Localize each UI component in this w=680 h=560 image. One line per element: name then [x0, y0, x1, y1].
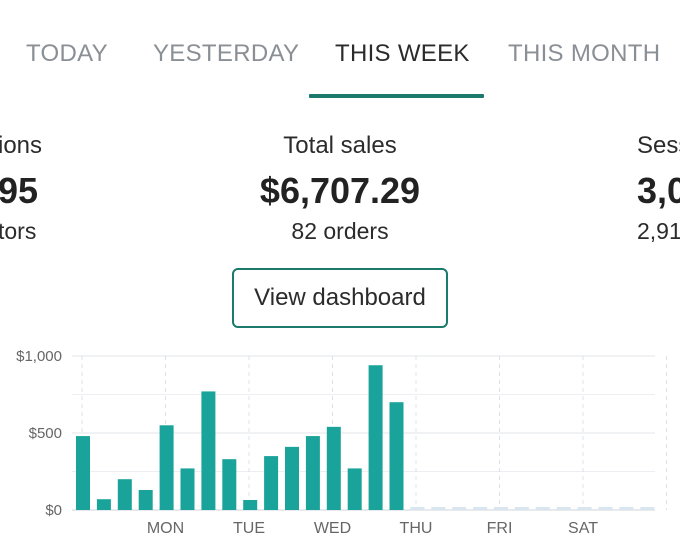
future-bar [640, 507, 655, 510]
sales-chart: $0 $500 $1,000 MON TUE WED THU FRI SAT [16, 348, 667, 537]
tab-this-month[interactable]: THIS MONTH [508, 40, 661, 67]
future-bar [514, 507, 529, 510]
stat-right-label: Sess [637, 132, 680, 159]
stat-right-value: 3,0 [637, 170, 680, 211]
sales-bar [285, 446, 299, 510]
future-bar [410, 507, 425, 510]
view-dashboard-button[interactable]: View dashboard [232, 268, 448, 328]
sales-bar [159, 425, 174, 510]
sales-bar [96, 499, 111, 510]
sales-bar [243, 499, 258, 510]
orders-count: 82 orders [291, 218, 389, 244]
x-tick-label: FRI [487, 520, 513, 537]
sales-bar [222, 459, 237, 510]
sales-bar [264, 456, 279, 510]
future-bar [473, 507, 488, 510]
future-bar [619, 507, 634, 510]
sales-bar [389, 402, 404, 510]
future-bar [431, 507, 446, 510]
total-sales-value: $6,707.29 [259, 170, 421, 211]
x-tick-label: THU [400, 520, 433, 537]
sales-bar [368, 365, 383, 510]
x-tick-label: WED [314, 520, 351, 537]
sales-bar [305, 436, 320, 510]
sales-bar [326, 426, 341, 510]
sales-bar [180, 468, 195, 510]
stat-right-sub: 2,91 [637, 218, 680, 244]
sales-bar [117, 479, 132, 510]
stat-left-label: ions [0, 132, 43, 159]
y-tick-label: $0 [45, 502, 62, 519]
sales-bar [138, 489, 153, 510]
future-bar [598, 507, 613, 510]
x-tick-label: MON [147, 520, 184, 537]
y-tick-label: $1,000 [16, 348, 62, 365]
sales-bar [76, 436, 90, 510]
tab-today[interactable]: TODAY [26, 40, 108, 67]
future-bar [494, 507, 508, 510]
x-tick-label: TUE [233, 520, 265, 537]
tab-this-week[interactable]: THIS WEEK [335, 40, 470, 67]
future-bar [452, 507, 467, 510]
future-bar [535, 507, 550, 510]
total-sales-label: Total sales [283, 132, 397, 159]
stat-left-sub: tors [0, 218, 37, 244]
sales-bar [347, 468, 362, 510]
period-tabs: TODAY YESTERDAY THIS WEEK THIS MONTH [0, 0, 680, 100]
x-tick-label: SAT [568, 520, 598, 537]
sales-bar [201, 391, 216, 510]
y-tick-label: $500 [29, 425, 62, 442]
future-bar [556, 507, 571, 510]
future-bar [577, 507, 592, 510]
stat-left-value: 95 [0, 170, 39, 211]
tab-yesterday[interactable]: YESTERDAY [153, 40, 300, 67]
active-tab-indicator [309, 94, 484, 98]
